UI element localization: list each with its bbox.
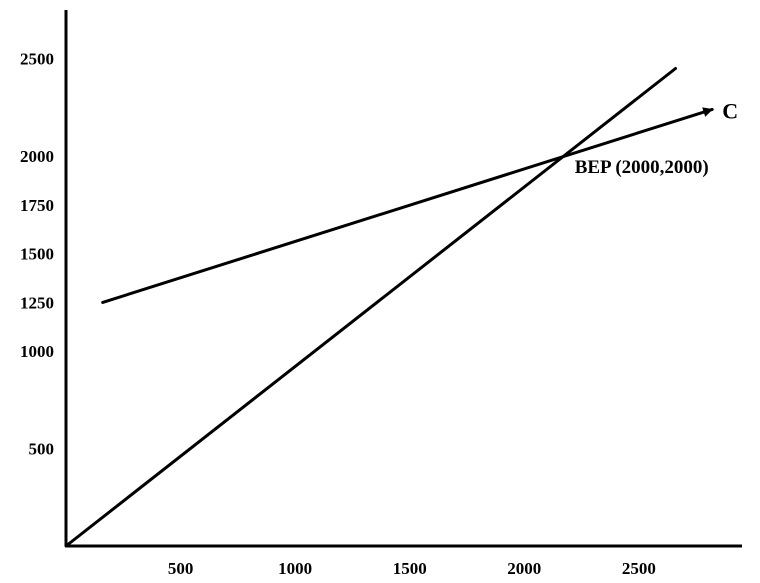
y-tick-label: 1500 [20,245,54,264]
x-tick-label: 1000 [278,559,312,578]
series-line-c [101,107,714,304]
x-tick-labels: 500 1000 1500 2000 2500 [168,559,656,578]
y-tick-labels: 500 1000 1250 1500 1750 2000 2500 [20,50,54,459]
x-tick-label: 2000 [507,559,541,578]
series-label: C [722,98,738,123]
x-tick-label: 1500 [393,559,427,578]
y-tick-label: 1000 [20,342,54,361]
y-tick-label: 2000 [20,147,54,166]
x-tick-label: 2500 [622,559,656,578]
y-tick-label: 500 [29,440,55,459]
y-tick-label: 2500 [20,50,54,69]
chart-labels: C BEP (2000,2000) [575,98,738,178]
y-tick-label: 1250 [20,293,54,312]
x-tick-label: 500 [168,559,194,578]
series-lines [64,67,714,548]
bep-annotation: BEP (2000,2000) [575,157,709,178]
y-tick-label: 1750 [20,196,54,215]
series-line-1 [64,67,677,548]
